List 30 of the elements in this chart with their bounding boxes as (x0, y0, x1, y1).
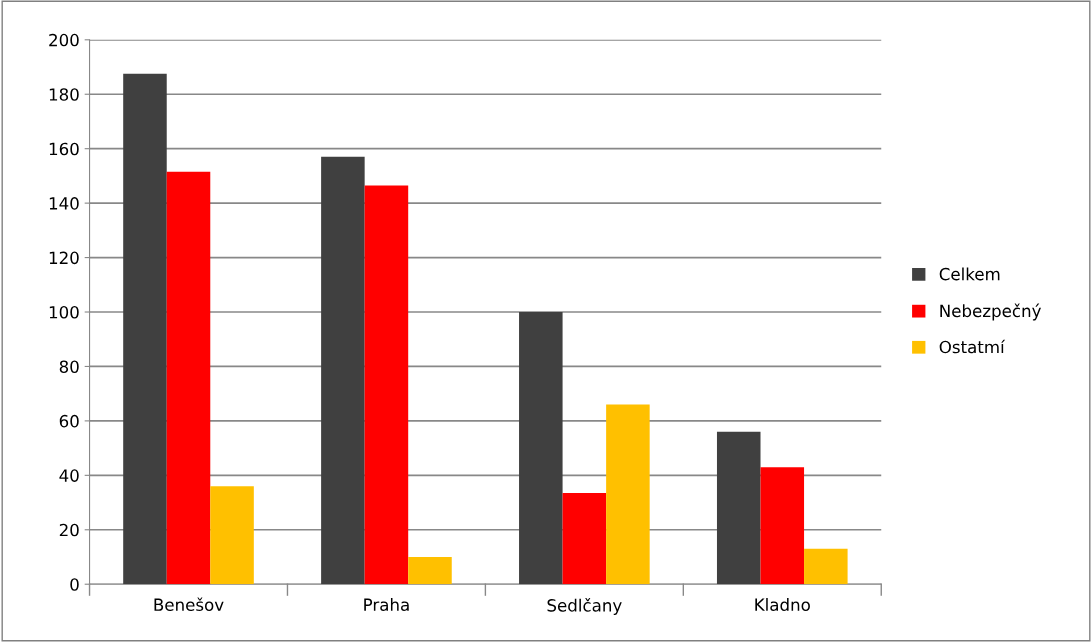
bar (519, 312, 563, 585)
bar (166, 171, 211, 585)
legend-label: Nebezpečný (940, 303, 1041, 321)
legend-label: Celkem (939, 267, 1000, 281)
bar (321, 156, 365, 585)
y-tick-label: 100 (49, 305, 79, 319)
bar (123, 73, 167, 585)
y-tick-label: 0 (70, 578, 79, 591)
y-tick-label: 80 (59, 360, 79, 374)
bar (364, 185, 409, 585)
y-tick-label: 200 (49, 33, 79, 47)
bar (760, 467, 805, 585)
bar (606, 404, 650, 585)
x-tick-label: Kladno (755, 598, 810, 612)
bar (210, 486, 254, 585)
y-tick-label: 60 (59, 414, 79, 428)
y-tick-label: 140 (49, 197, 79, 210)
legend-label: Ostatmí (939, 339, 1006, 354)
x-tick-label: Benešov (154, 597, 224, 612)
bar (562, 493, 607, 585)
bar (804, 548, 848, 585)
bar (408, 557, 452, 585)
y-tick-label: 180 (49, 88, 79, 101)
bar (716, 431, 761, 585)
y-tick-label: 120 (49, 251, 79, 265)
x-tick-label: Praha (364, 598, 409, 612)
y-tick-label: 20 (59, 523, 79, 537)
y-tick-label: 40 (59, 469, 79, 482)
x-tick-label: Sedlčany (547, 598, 622, 615)
y-tick-label: 160 (49, 142, 79, 156)
